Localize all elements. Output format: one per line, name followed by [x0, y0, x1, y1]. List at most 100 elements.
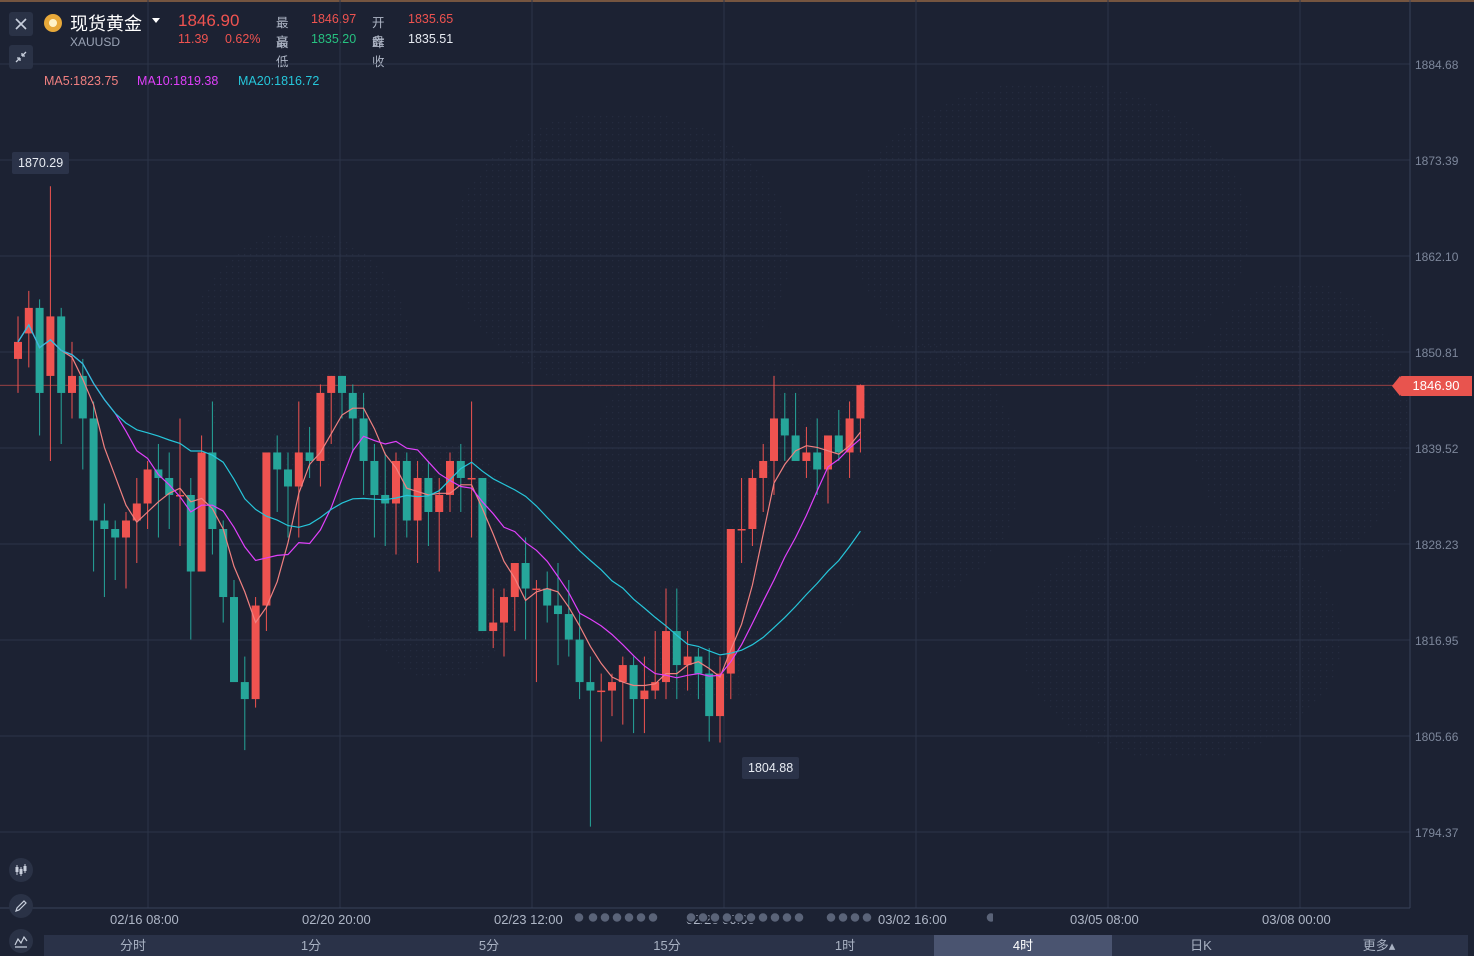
candle-body: [24, 307, 33, 334]
candle-body: [111, 529, 120, 538]
x-tick: 02/16 08:00: [110, 912, 179, 927]
close-icon: [15, 18, 27, 30]
event-dot: [647, 911, 659, 924]
draw-button[interactable]: [9, 894, 33, 918]
trend-button[interactable]: [9, 929, 33, 953]
collapse-button[interactable]: [9, 45, 33, 69]
event-dot: [697, 911, 709, 924]
top-accent-line: [0, 0, 1474, 2]
tab-1hour[interactable]: 1时: [834, 938, 856, 953]
candle-body: [554, 605, 562, 615]
y-tick: 1805.66: [1415, 730, 1459, 744]
high-label: 最高: [276, 16, 289, 49]
tab-15min[interactable]: 15分: [653, 938, 681, 953]
candle-body: [251, 605, 260, 700]
y-tick: 1828.23: [1415, 538, 1459, 552]
world-map-texture: [196, 86, 1408, 756]
event-dot: [745, 911, 757, 924]
candle-body: [435, 494, 444, 512]
event-dot: [599, 911, 611, 924]
tab-daily[interactable]: 日K: [1190, 938, 1212, 953]
ma5-line: [17, 323, 861, 687]
event-dot: [793, 911, 805, 924]
candle-body: [672, 631, 681, 666]
candle-body: [575, 639, 584, 683]
y-tick: 1884.68: [1415, 58, 1459, 72]
tab-5min[interactable]: 5分: [478, 938, 500, 953]
candle-body: [186, 494, 195, 572]
candle-body: [629, 665, 638, 700]
event-dot: [825, 911, 837, 924]
candle-body: [608, 682, 616, 691]
y-tick: 1816.95: [1415, 634, 1459, 648]
candle-body: [165, 477, 174, 495]
collapse-icon: [15, 51, 27, 63]
candle-body: [532, 588, 541, 591]
event-dot: [611, 911, 623, 924]
event-dot: [587, 911, 599, 924]
candle-body: [651, 682, 660, 691]
event-dot: [709, 911, 721, 924]
last-price: 1846.90: [178, 11, 240, 30]
candle-body: [489, 622, 498, 632]
candle-body: [305, 452, 314, 461]
candle-body: [510, 563, 519, 598]
candle-body: [284, 469, 292, 487]
candle-body: [413, 477, 422, 521]
x-tick: 03/05 08:00: [1070, 912, 1139, 927]
close-button[interactable]: [9, 12, 33, 36]
candle-body: [597, 690, 606, 693]
candle-body: [845, 418, 854, 453]
candle-body: [586, 682, 595, 691]
open-label: 开盘: [372, 16, 385, 49]
tab-timeshare[interactable]: 分时: [119, 938, 146, 953]
candle-body: [500, 597, 508, 623]
period-tabs: 分时 1分 5分 15分 1时 4时 日K 更多▴: [44, 935, 1468, 956]
x-tick: 02/20 20:00: [302, 912, 371, 927]
tab-1min[interactable]: 1分: [300, 938, 322, 953]
candle-body: [46, 316, 55, 376]
candle-body: [824, 435, 832, 470]
candle-body: [122, 520, 130, 538]
x-tick: 02/23 12:00: [494, 912, 563, 927]
candle-body: [856, 385, 865, 419]
event-markers[interactable]: [573, 911, 997, 924]
tab-4hour[interactable]: 4时: [934, 935, 1112, 956]
candle-body: [208, 452, 217, 530]
candle-body: [132, 503, 141, 521]
candle-body: [197, 452, 206, 572]
candle-body: [89, 418, 98, 521]
candle-body: [748, 477, 757, 530]
candle-body: [780, 418, 789, 436]
chevron-down-icon[interactable]: [152, 18, 160, 23]
candle-body: [338, 375, 346, 393]
candle-body: [100, 520, 109, 530]
price-change: 11.39: [178, 32, 209, 46]
candle-body: [478, 477, 487, 632]
event-dot: [635, 911, 647, 924]
indicators-button[interactable]: [9, 858, 33, 882]
y-tick: 1794.37: [1415, 826, 1459, 840]
event-dot: [849, 911, 861, 924]
candle-body: [14, 341, 22, 359]
instrument-name[interactable]: 现货黄金: [70, 14, 142, 34]
candle-body: [683, 656, 692, 666]
candle-body: [402, 460, 411, 521]
candle-body: [262, 452, 271, 606]
candle-body: [35, 307, 44, 393]
candlestick-chart[interactable]: [0, 0, 1474, 930]
gold-coin-icon: [44, 14, 62, 32]
price-change-pct: 0.62%: [225, 32, 261, 46]
y-tick: 1850.81: [1415, 346, 1459, 360]
candle-body: [618, 665, 627, 683]
candles-icon: [15, 864, 27, 876]
candle-body: [273, 452, 282, 470]
tab-more[interactable]: 更多▴: [1362, 938, 1396, 953]
instrument-symbol: XAUUSD: [70, 35, 121, 49]
candle-body: [467, 477, 476, 480]
candle-body: [392, 460, 400, 504]
event-dot: [573, 911, 585, 924]
candle-body: [176, 494, 184, 497]
y-tick: 1839.52: [1415, 442, 1459, 456]
candle-body: [770, 418, 778, 461]
